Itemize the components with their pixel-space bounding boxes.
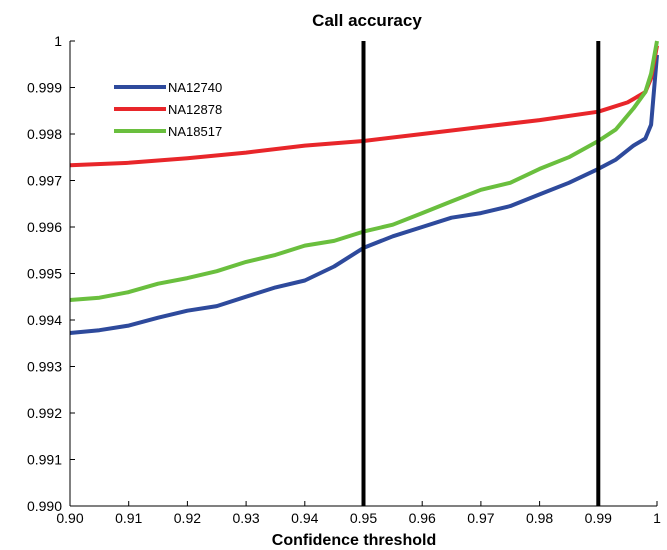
legend-label-na12878: NA12878 bbox=[168, 102, 222, 117]
x-tick-label: 0.90 bbox=[56, 510, 83, 526]
y-tick-label: 1 bbox=[54, 33, 62, 49]
y-tick-label: 0.998 bbox=[27, 126, 62, 142]
legend-label-na12740: NA12740 bbox=[168, 80, 222, 95]
y-axis-ticks: 0.990 0.991 0.992 0.993 0.994 0.995 0.996 0.997… bbox=[27, 33, 75, 514]
y-tick-label: 0.997 bbox=[27, 173, 62, 189]
x-axis-ticks: 0.90 0.91 0.92 0.93 0.94 0.95 0.96 0.97 0.98 0.99… bbox=[56, 501, 661, 526]
x-tick-label: 0.98 bbox=[526, 510, 553, 526]
y-tick-label: 0.993 bbox=[27, 359, 62, 375]
x-tick-label: 0.97 bbox=[467, 510, 494, 526]
y-tick-label: 0.995 bbox=[27, 266, 62, 282]
plot-area: 0.90 0.91 0.92 0.93 0.94 0.95 0.96 0.97 0.98 0.99… bbox=[27, 33, 661, 526]
series-line-na12740 bbox=[69, 54, 659, 335]
chart-title: Call accuracy bbox=[312, 11, 422, 30]
x-tick-label: 0.92 bbox=[174, 510, 201, 526]
series-line-na18517 bbox=[69, 40, 659, 302]
x-tick-label: 0.93 bbox=[232, 510, 259, 526]
y-tick-label: 0.999 bbox=[27, 80, 62, 96]
y-tick-label: 0.996 bbox=[27, 219, 62, 235]
x-tick-label: 0.95 bbox=[350, 510, 377, 526]
x-tick-label: 0.96 bbox=[409, 510, 436, 526]
legend-label-na18517: NA18517 bbox=[168, 124, 222, 139]
x-tick-label: 1 bbox=[653, 510, 661, 526]
y-tick-label: 0.990 bbox=[27, 498, 62, 514]
x-tick-label: 0.91 bbox=[115, 510, 142, 526]
y-tick-label: 0.994 bbox=[27, 312, 62, 328]
series-layer bbox=[69, 40, 659, 335]
x-axis-label: Confidence threshold bbox=[272, 532, 436, 549]
y-tick-label: 0.991 bbox=[27, 452, 62, 468]
legend: NA12740 NA12878 NA18517 bbox=[114, 80, 222, 139]
threshold-lines bbox=[361, 41, 601, 506]
x-tick-label: 0.94 bbox=[291, 510, 318, 526]
y-tick-label: 0.992 bbox=[27, 405, 62, 421]
x-tick-label: 0.99 bbox=[585, 510, 612, 526]
